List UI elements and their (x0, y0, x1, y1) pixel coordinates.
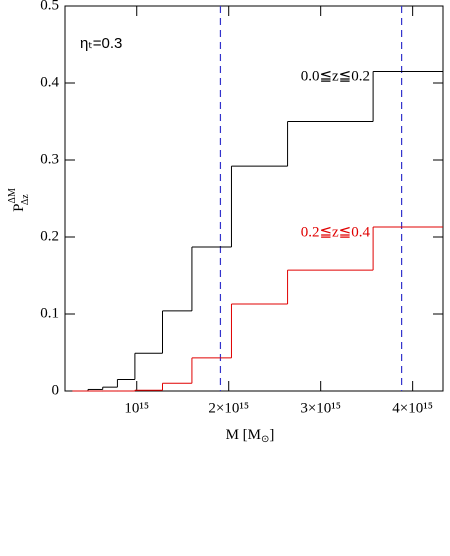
annotation: ηₜ=0.3 (80, 35, 122, 52)
y-tick-label: 0.5 (40, 0, 59, 13)
x-tick-label: 2×10¹⁵ (208, 400, 249, 416)
y-label-sub: Δz (20, 194, 31, 205)
y-label-base: P (11, 203, 27, 211)
y-tick-label: 0.3 (40, 151, 59, 167)
plot-frame (64, 5, 444, 392)
x-label-base: M [M (226, 427, 261, 443)
y-tick-label: 0 (52, 382, 60, 398)
y-tick-label: 0.4 (40, 74, 59, 90)
x-tick-label: 10¹⁵ (124, 400, 149, 416)
series-label: 0.2≦z≦0.4 (301, 224, 371, 240)
x-label-sub: ⊙ (261, 434, 269, 445)
y-tick-label: 0.1 (40, 305, 59, 321)
y-axis-label: PΔM Δz (7, 188, 31, 212)
x-label-end: ] (269, 427, 274, 443)
x-axis-label: M [M⊙] (226, 427, 275, 445)
x-tick-label: 4×10¹⁵ (392, 400, 433, 416)
series-label: 0.0≦z≦0.2 (301, 68, 370, 84)
y-tick-label: 0.2 (40, 228, 59, 244)
y-label-sup: ΔM (7, 188, 18, 203)
x-tick-label: 3×10¹⁵ (300, 400, 341, 416)
